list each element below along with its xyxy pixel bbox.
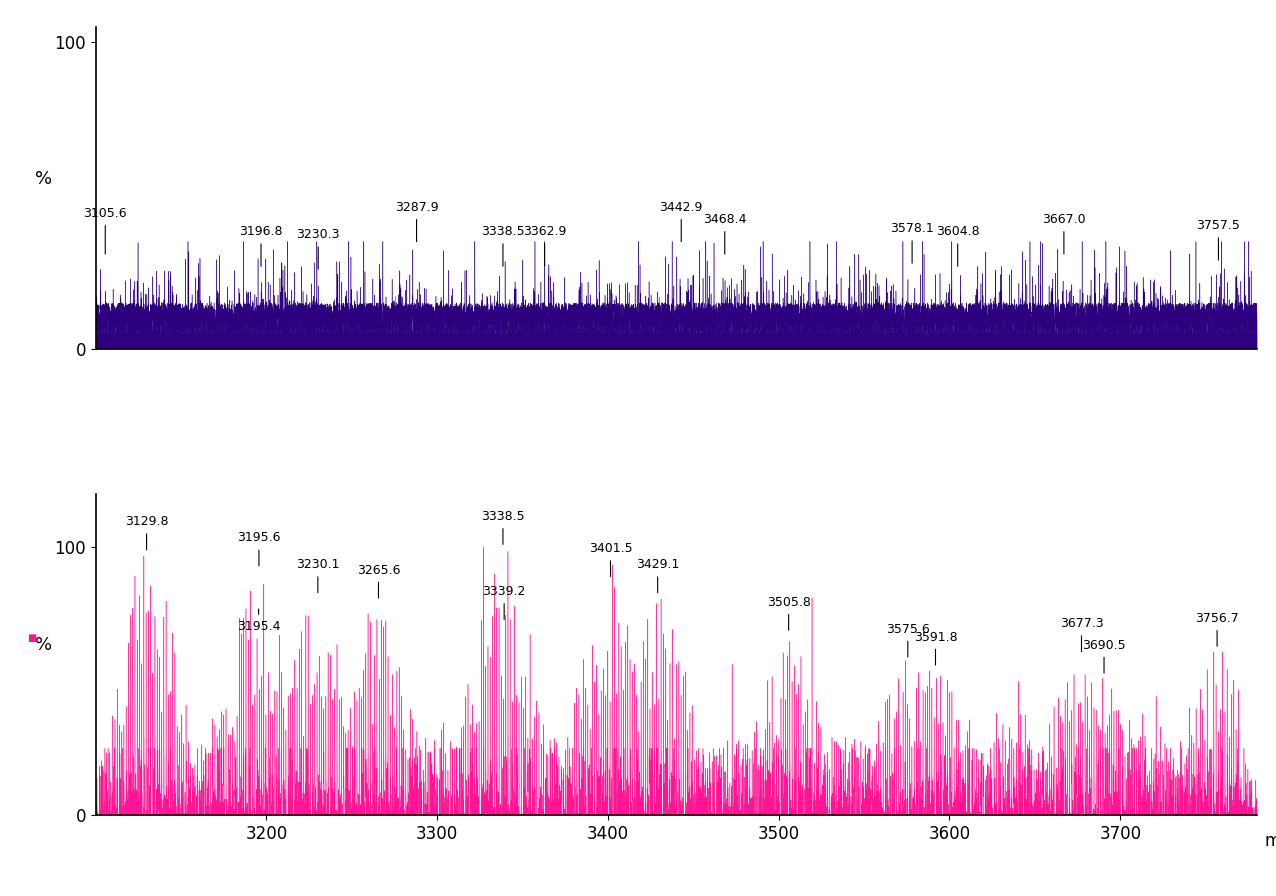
Text: 3468.4: 3468.4: [703, 213, 746, 254]
Text: 3757.5: 3757.5: [1197, 220, 1240, 260]
Text: 3677.3: 3677.3: [1059, 617, 1104, 651]
Text: 3505.8: 3505.8: [767, 596, 810, 630]
Text: 3690.5: 3690.5: [1082, 639, 1125, 673]
Text: 3578.1: 3578.1: [891, 222, 934, 263]
X-axis label: m/z: m/z: [1265, 831, 1276, 849]
Y-axis label: %: %: [34, 170, 52, 188]
Text: 3338.5: 3338.5: [481, 226, 524, 266]
Text: 3591.8: 3591.8: [914, 631, 957, 665]
Text: 3105.6: 3105.6: [83, 207, 128, 254]
Text: 3196.8: 3196.8: [239, 226, 283, 266]
Text: 3575.6: 3575.6: [886, 623, 930, 657]
Text: 3230.3: 3230.3: [296, 228, 339, 270]
Text: 3338.5: 3338.5: [481, 510, 524, 545]
Text: 3756.7: 3756.7: [1196, 612, 1239, 646]
Text: 3195.4: 3195.4: [237, 609, 281, 633]
Text: 3401.5: 3401.5: [588, 542, 633, 576]
Y-axis label: %: %: [34, 636, 52, 654]
Text: 3265.6: 3265.6: [357, 564, 401, 598]
Text: ■: ■: [27, 633, 37, 643]
Text: 3429.1: 3429.1: [635, 558, 679, 592]
Text: 3195.6: 3195.6: [237, 531, 281, 566]
Text: 3339.2: 3339.2: [482, 585, 526, 619]
Text: 3287.9: 3287.9: [394, 201, 439, 242]
Text: 3667.0: 3667.0: [1042, 213, 1086, 254]
Text: 3604.8: 3604.8: [935, 226, 980, 266]
Text: 3129.8: 3129.8: [125, 515, 168, 550]
Text: 3230.1: 3230.1: [296, 558, 339, 592]
Text: 3442.9: 3442.9: [660, 201, 703, 242]
Text: 3362.9: 3362.9: [523, 226, 567, 266]
